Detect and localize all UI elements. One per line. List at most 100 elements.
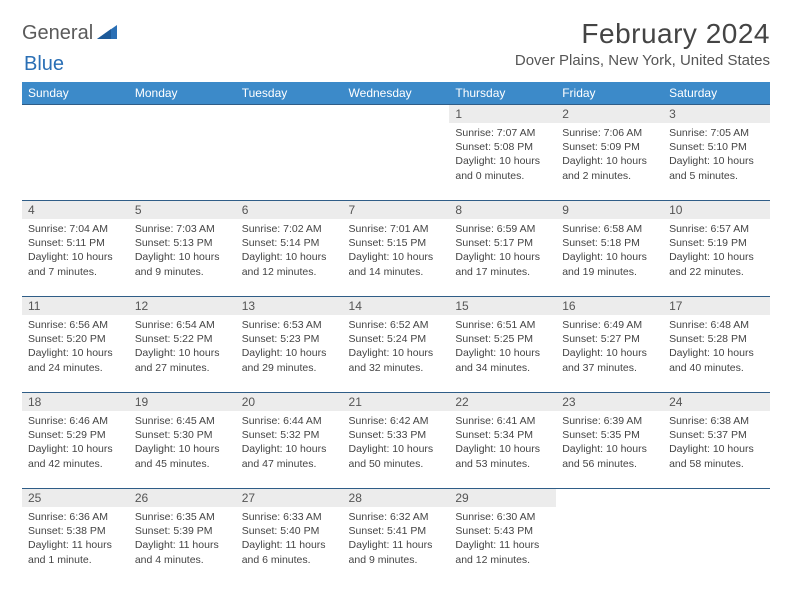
day-details: Sunrise: 6:48 AMSunset: 5:28 PMDaylight:… bbox=[663, 315, 770, 379]
day-cell-19: 19Sunrise: 6:45 AMSunset: 5:30 PMDayligh… bbox=[129, 393, 236, 489]
day-details: Sunrise: 6:49 AMSunset: 5:27 PMDaylight:… bbox=[556, 315, 663, 379]
logo-text-blue: Blue bbox=[24, 53, 64, 75]
day-cell-7: 7Sunrise: 7:01 AMSunset: 5:15 PMDaylight… bbox=[343, 201, 450, 297]
day-header-sunday: Sunday bbox=[22, 82, 129, 105]
day-header-row: SundayMondayTuesdayWednesdayThursdayFrid… bbox=[22, 82, 770, 105]
day-details: Sunrise: 6:46 AMSunset: 5:29 PMDaylight:… bbox=[22, 411, 129, 475]
day-cell-26: 26Sunrise: 6:35 AMSunset: 5:39 PMDayligh… bbox=[129, 489, 236, 585]
day-cell-14: 14Sunrise: 6:52 AMSunset: 5:24 PMDayligh… bbox=[343, 297, 450, 393]
empty-cell bbox=[236, 105, 343, 201]
location: Dover Plains, New York, United States bbox=[515, 52, 770, 69]
day-cell-28: 28Sunrise: 6:32 AMSunset: 5:41 PMDayligh… bbox=[343, 489, 450, 585]
day-details: Sunrise: 6:33 AMSunset: 5:40 PMDaylight:… bbox=[236, 507, 343, 571]
day-cell-1: 1Sunrise: 7:07 AMSunset: 5:08 PMDaylight… bbox=[449, 105, 556, 201]
calendar-row: 11Sunrise: 6:56 AMSunset: 5:20 PMDayligh… bbox=[22, 297, 770, 393]
day-cell-4: 4Sunrise: 7:04 AMSunset: 5:11 PMDaylight… bbox=[22, 201, 129, 297]
day-details: Sunrise: 6:42 AMSunset: 5:33 PMDaylight:… bbox=[343, 411, 450, 475]
day-number: 29 bbox=[449, 489, 556, 507]
day-number: 4 bbox=[22, 201, 129, 219]
day-header-monday: Monday bbox=[129, 82, 236, 105]
day-number: 2 bbox=[556, 105, 663, 123]
day-details: Sunrise: 6:56 AMSunset: 5:20 PMDaylight:… bbox=[22, 315, 129, 379]
month-title: February 2024 bbox=[515, 18, 770, 50]
day-number: 17 bbox=[663, 297, 770, 315]
day-details: Sunrise: 6:41 AMSunset: 5:34 PMDaylight:… bbox=[449, 411, 556, 475]
day-number: 25 bbox=[22, 489, 129, 507]
day-details: Sunrise: 6:32 AMSunset: 5:41 PMDaylight:… bbox=[343, 507, 450, 571]
calendar-row: 1Sunrise: 7:07 AMSunset: 5:08 PMDaylight… bbox=[22, 105, 770, 201]
day-cell-29: 29Sunrise: 6:30 AMSunset: 5:43 PMDayligh… bbox=[449, 489, 556, 585]
day-details: Sunrise: 7:06 AMSunset: 5:09 PMDaylight:… bbox=[556, 123, 663, 187]
logo-triangle-icon bbox=[97, 23, 117, 44]
day-number: 19 bbox=[129, 393, 236, 411]
day-details: Sunrise: 7:05 AMSunset: 5:10 PMDaylight:… bbox=[663, 123, 770, 187]
empty-cell bbox=[22, 105, 129, 201]
day-number: 3 bbox=[663, 105, 770, 123]
logo-text-general: General bbox=[22, 22, 93, 45]
day-number: 13 bbox=[236, 297, 343, 315]
day-header-friday: Friday bbox=[556, 82, 663, 105]
day-number: 11 bbox=[22, 297, 129, 315]
empty-cell bbox=[343, 105, 450, 201]
day-details: Sunrise: 7:03 AMSunset: 5:13 PMDaylight:… bbox=[129, 219, 236, 283]
day-cell-8: 8Sunrise: 6:59 AMSunset: 5:17 PMDaylight… bbox=[449, 201, 556, 297]
day-number: 5 bbox=[129, 201, 236, 219]
day-header-wednesday: Wednesday bbox=[343, 82, 450, 105]
day-details: Sunrise: 6:57 AMSunset: 5:19 PMDaylight:… bbox=[663, 219, 770, 283]
day-cell-6: 6Sunrise: 7:02 AMSunset: 5:14 PMDaylight… bbox=[236, 201, 343, 297]
day-cell-16: 16Sunrise: 6:49 AMSunset: 5:27 PMDayligh… bbox=[556, 297, 663, 393]
day-number: 12 bbox=[129, 297, 236, 315]
day-number: 24 bbox=[663, 393, 770, 411]
day-number: 8 bbox=[449, 201, 556, 219]
day-details: Sunrise: 6:39 AMSunset: 5:35 PMDaylight:… bbox=[556, 411, 663, 475]
day-number: 9 bbox=[556, 201, 663, 219]
day-number: 28 bbox=[343, 489, 450, 507]
calendar-row: 4Sunrise: 7:04 AMSunset: 5:11 PMDaylight… bbox=[22, 201, 770, 297]
day-header-tuesday: Tuesday bbox=[236, 82, 343, 105]
day-header-thursday: Thursday bbox=[449, 82, 556, 105]
title-block: February 2024 Dover Plains, New York, Un… bbox=[515, 18, 770, 69]
day-cell-25: 25Sunrise: 6:36 AMSunset: 5:38 PMDayligh… bbox=[22, 489, 129, 585]
day-number: 7 bbox=[343, 201, 450, 219]
day-number: 18 bbox=[22, 393, 129, 411]
day-number: 20 bbox=[236, 393, 343, 411]
calendar-table: SundayMondayTuesdayWednesdayThursdayFrid… bbox=[22, 82, 770, 585]
empty-cell bbox=[129, 105, 236, 201]
day-details: Sunrise: 6:44 AMSunset: 5:32 PMDaylight:… bbox=[236, 411, 343, 475]
day-cell-18: 18Sunrise: 6:46 AMSunset: 5:29 PMDayligh… bbox=[22, 393, 129, 489]
day-details: Sunrise: 6:38 AMSunset: 5:37 PMDaylight:… bbox=[663, 411, 770, 475]
day-cell-2: 2Sunrise: 7:06 AMSunset: 5:09 PMDaylight… bbox=[556, 105, 663, 201]
day-number: 22 bbox=[449, 393, 556, 411]
day-details: Sunrise: 7:04 AMSunset: 5:11 PMDaylight:… bbox=[22, 219, 129, 283]
day-number: 15 bbox=[449, 297, 556, 315]
day-details: Sunrise: 6:30 AMSunset: 5:43 PMDaylight:… bbox=[449, 507, 556, 571]
day-cell-22: 22Sunrise: 6:41 AMSunset: 5:34 PMDayligh… bbox=[449, 393, 556, 489]
day-cell-11: 11Sunrise: 6:56 AMSunset: 5:20 PMDayligh… bbox=[22, 297, 129, 393]
day-number: 16 bbox=[556, 297, 663, 315]
day-cell-15: 15Sunrise: 6:51 AMSunset: 5:25 PMDayligh… bbox=[449, 297, 556, 393]
day-cell-10: 10Sunrise: 6:57 AMSunset: 5:19 PMDayligh… bbox=[663, 201, 770, 297]
logo: General bbox=[22, 18, 119, 45]
day-number: 6 bbox=[236, 201, 343, 219]
day-number: 21 bbox=[343, 393, 450, 411]
day-number: 23 bbox=[556, 393, 663, 411]
day-details: Sunrise: 6:59 AMSunset: 5:17 PMDaylight:… bbox=[449, 219, 556, 283]
day-number: 10 bbox=[663, 201, 770, 219]
day-details: Sunrise: 6:51 AMSunset: 5:25 PMDaylight:… bbox=[449, 315, 556, 379]
day-details: Sunrise: 6:53 AMSunset: 5:23 PMDaylight:… bbox=[236, 315, 343, 379]
day-number: 26 bbox=[129, 489, 236, 507]
day-cell-27: 27Sunrise: 6:33 AMSunset: 5:40 PMDayligh… bbox=[236, 489, 343, 585]
day-details: Sunrise: 7:02 AMSunset: 5:14 PMDaylight:… bbox=[236, 219, 343, 283]
day-details: Sunrise: 7:01 AMSunset: 5:15 PMDaylight:… bbox=[343, 219, 450, 283]
day-cell-12: 12Sunrise: 6:54 AMSunset: 5:22 PMDayligh… bbox=[129, 297, 236, 393]
day-cell-23: 23Sunrise: 6:39 AMSunset: 5:35 PMDayligh… bbox=[556, 393, 663, 489]
day-cell-24: 24Sunrise: 6:38 AMSunset: 5:37 PMDayligh… bbox=[663, 393, 770, 489]
day-header-saturday: Saturday bbox=[663, 82, 770, 105]
day-details: Sunrise: 7:07 AMSunset: 5:08 PMDaylight:… bbox=[449, 123, 556, 187]
calendar-body: 1Sunrise: 7:07 AMSunset: 5:08 PMDaylight… bbox=[22, 105, 770, 585]
day-number: 1 bbox=[449, 105, 556, 123]
day-details: Sunrise: 6:54 AMSunset: 5:22 PMDaylight:… bbox=[129, 315, 236, 379]
calendar-page: General February 2024 Dover Plains, New … bbox=[0, 0, 792, 585]
day-cell-5: 5Sunrise: 7:03 AMSunset: 5:13 PMDaylight… bbox=[129, 201, 236, 297]
day-details: Sunrise: 6:52 AMSunset: 5:24 PMDaylight:… bbox=[343, 315, 450, 379]
